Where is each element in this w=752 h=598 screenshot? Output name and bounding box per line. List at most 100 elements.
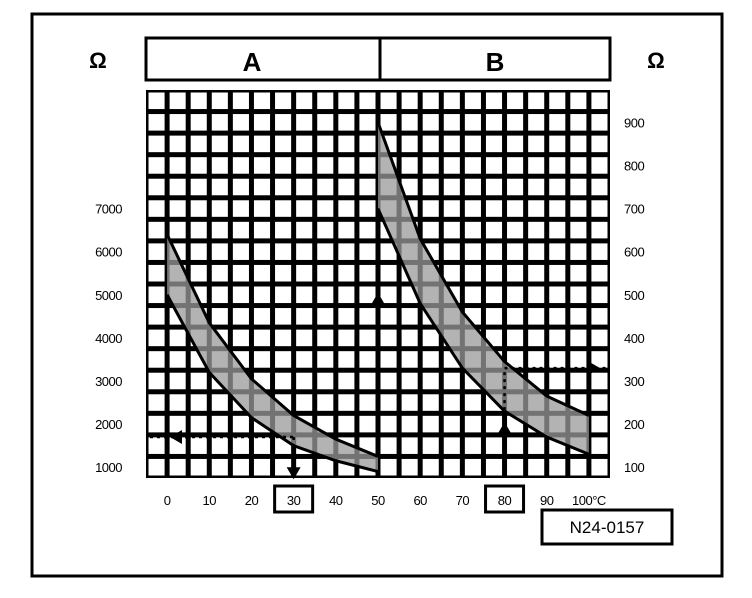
grid-cell xyxy=(570,92,587,110)
grid-cell xyxy=(401,415,418,433)
grid-cell xyxy=(464,221,481,239)
grid-cell xyxy=(570,394,587,411)
y-left-tick-label: 3000 xyxy=(95,374,122,389)
grid-cell xyxy=(253,243,271,260)
grid-cell xyxy=(296,92,313,110)
grid-cell xyxy=(275,157,292,174)
grid-cell xyxy=(317,200,334,217)
y-right-tick-label: 800 xyxy=(624,158,644,173)
grid-cell xyxy=(464,286,481,304)
x-tick-label: 70 xyxy=(456,493,470,508)
grid-cell xyxy=(338,135,355,153)
grid-cell xyxy=(443,92,460,110)
grid-cell xyxy=(232,114,249,131)
grid-cell xyxy=(253,221,271,239)
grid-cell xyxy=(190,415,207,433)
grid-cell xyxy=(507,437,524,454)
grid-cell xyxy=(148,394,165,411)
grid-cell xyxy=(211,221,228,239)
grid-cell xyxy=(338,415,355,433)
grid-cell xyxy=(401,135,418,153)
grid-cell xyxy=(359,221,376,239)
grid-cell xyxy=(570,264,587,282)
grid-cell xyxy=(485,243,503,260)
grid-cell xyxy=(464,92,481,110)
grid-cell xyxy=(338,329,355,347)
grid-cell xyxy=(190,92,207,110)
grid-cell xyxy=(338,157,355,174)
grid-cell xyxy=(359,157,376,174)
grid-cell xyxy=(169,458,186,476)
reference-code-box xyxy=(540,508,674,546)
grid-cell xyxy=(317,243,334,260)
grid-cell xyxy=(275,351,292,368)
y-left-tick-label: 1000 xyxy=(95,460,122,475)
grid-cell xyxy=(253,200,271,217)
grid-cell xyxy=(296,329,313,347)
grid-cell xyxy=(232,178,249,196)
grid-cell xyxy=(380,329,397,347)
grid-cell xyxy=(169,135,186,153)
grid-cell xyxy=(443,178,460,196)
grid-cell xyxy=(380,286,397,304)
grid-cell xyxy=(570,178,587,196)
grid-cell xyxy=(338,308,355,325)
grid-cell xyxy=(443,114,460,131)
grid-cell xyxy=(549,329,566,347)
grid-cell xyxy=(232,415,249,433)
grid-cell xyxy=(253,178,271,196)
band-panel-a xyxy=(167,234,378,472)
grid-cell xyxy=(232,437,249,454)
grid-cell xyxy=(401,351,418,368)
grid-cell xyxy=(570,157,587,174)
grid-cell xyxy=(190,178,207,196)
grid-cell xyxy=(211,200,228,217)
grid-cell xyxy=(275,243,292,260)
grid-cell xyxy=(148,351,165,368)
grid-cell xyxy=(169,221,186,239)
grid-cell xyxy=(591,329,608,347)
grid-cell xyxy=(148,286,165,304)
grid-cell xyxy=(380,458,397,476)
grid-cell xyxy=(591,114,608,131)
grid-cell xyxy=(338,200,355,217)
reading-markers xyxy=(150,230,608,480)
grid-cell xyxy=(317,394,334,411)
grid-cell xyxy=(148,243,165,260)
grid-cell xyxy=(528,458,545,476)
grid-cell xyxy=(296,394,313,411)
grid-cell xyxy=(401,114,418,131)
grid-cell xyxy=(591,308,608,325)
grid-cell xyxy=(169,329,186,347)
grid-cell xyxy=(211,178,228,196)
grid-cell xyxy=(549,264,566,282)
grid-cell xyxy=(422,157,439,174)
panel-a-label: A xyxy=(243,47,262,77)
grid-cell xyxy=(570,114,587,131)
grid-cell xyxy=(211,437,228,454)
grid-cell xyxy=(296,135,313,153)
x-tick-label: 10 xyxy=(203,493,217,508)
grid-cell xyxy=(148,372,165,390)
grid-cell xyxy=(232,221,249,239)
grid-cell xyxy=(359,394,376,411)
grid-cell xyxy=(190,157,207,174)
grid-cell xyxy=(148,221,165,239)
grid-cell xyxy=(591,458,608,476)
grid-cell xyxy=(317,372,334,390)
grid-cell xyxy=(507,135,524,153)
grid-cell xyxy=(317,308,334,325)
x-tick-label: 80 xyxy=(498,493,512,508)
grid-cell xyxy=(485,264,503,282)
y-right-ticks: 900 800 700 600 500 400 300 200 100 xyxy=(624,115,645,475)
y-left-ticks: 7000 6000 5000 4000 3000 2000 1000 xyxy=(95,202,123,476)
grid-cell xyxy=(338,92,355,110)
grid-cell xyxy=(422,178,439,196)
grid-cell xyxy=(148,157,165,174)
grid-cell xyxy=(507,221,524,239)
grid-cell xyxy=(359,329,376,347)
grid-cell xyxy=(464,458,481,476)
grid-cell xyxy=(317,114,334,131)
grid-cell xyxy=(338,351,355,368)
grid-cell xyxy=(549,308,566,325)
